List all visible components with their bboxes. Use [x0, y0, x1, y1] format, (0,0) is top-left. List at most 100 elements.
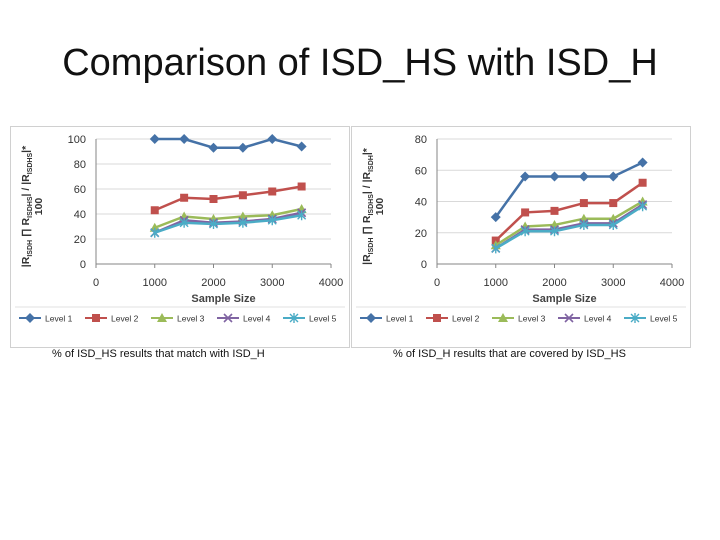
left-data-point — [179, 217, 189, 228]
right-series-1 — [490, 157, 648, 223]
left-data-point — [150, 206, 159, 215]
left-y-axis-label-line2: 100 — [33, 198, 45, 216]
right-xtick-label: 2000 — [542, 277, 566, 289]
left-legend-marker — [223, 313, 233, 323]
right-xtick-label: 4000 — [660, 277, 684, 289]
right-series-line — [494, 181, 644, 242]
left-series-5 — [150, 210, 307, 238]
left-xtick-label: 0 — [93, 277, 99, 289]
chart-coverage-percentage: 0 20 40 60 80 0 1000 2000 3000 4000 Sample Size |RI… — [351, 126, 691, 348]
chart-match-percentage: 0 20 40 60 80 100 0 1000 2000 3000 4000 Sample Size… — [10, 126, 350, 348]
left-ytick-label: 0 — [80, 259, 86, 271]
left-legend-label: Level 1 — [45, 314, 73, 324]
right-data-point — [637, 157, 648, 168]
left-data-point — [297, 210, 307, 221]
left-data-point — [149, 134, 160, 144]
left-data-point — [150, 227, 160, 238]
right-legend-marker — [564, 313, 574, 323]
right-xtick-label: 0 — [434, 277, 440, 289]
left-y-label-part: |* — [20, 145, 32, 153]
left-ytick-label: 80 — [74, 159, 86, 171]
left-data-point — [238, 191, 247, 200]
right-series-line — [494, 161, 644, 218]
left-legend-marker — [92, 314, 100, 322]
left-x-axis-label: Sample Size — [191, 293, 255, 305]
right-xtick-label: 1000 — [484, 277, 508, 289]
caption-right: % of ISD_H results that are covered by I… — [393, 348, 626, 360]
left-series-line — [154, 137, 302, 149]
left-y-axis-label-line1: |RISDH ∏ RISDHS| / |RISDHS|* — [20, 145, 34, 267]
left-y-label-part: ISDHS — [27, 153, 34, 175]
right-data-point — [609, 199, 618, 208]
right-y-axis-label: |RISDH ∏ RISDHS| / |RISDH|*100 — [361, 147, 386, 265]
right-ytick-label: 0 — [421, 259, 427, 271]
left-ytick-label: 100 — [68, 134, 86, 146]
right-series-5 — [491, 201, 648, 254]
right-legend: Level 1 Level 2 Level 3 Level 4 Level 5 — [360, 313, 678, 324]
left-y-label-part: ISDHS — [27, 196, 34, 218]
right-data-point — [521, 208, 530, 217]
left-data-point — [267, 134, 278, 144]
left-series-line — [154, 214, 302, 234]
left-data-point — [209, 219, 218, 229]
left-y-label-part: | / |R — [20, 174, 32, 197]
left-legend-label: Level 4 — [243, 314, 271, 324]
right-data-point — [491, 243, 501, 254]
left-series-2 — [150, 182, 306, 215]
right-legend-marker — [433, 314, 441, 322]
left-ytick-label: 60 — [74, 184, 86, 196]
left-xtick-label: 2000 — [201, 277, 225, 289]
left-series-line — [154, 185, 302, 212]
right-y-label-part: |* — [361, 147, 373, 155]
right-xtick-label: 3000 — [601, 277, 625, 289]
right-ytick-label: 20 — [415, 228, 427, 240]
right-data-point — [549, 171, 560, 182]
left-ytick-label: 20 — [74, 234, 86, 246]
right-data-point — [638, 178, 647, 187]
left-xtick-label: 1000 — [143, 277, 167, 289]
right-ytick-label: 60 — [415, 165, 427, 177]
right-legend-label: Level 3 — [518, 314, 546, 324]
left-ytick-label: 40 — [74, 209, 86, 221]
right-data-point — [579, 219, 589, 230]
left-xtick-label: 3000 — [260, 277, 284, 289]
right-data-point — [638, 201, 648, 212]
left-data-point — [297, 182, 306, 191]
right-y-label-part: ISDHS — [368, 194, 375, 216]
left-legend-label: Level 5 — [309, 314, 337, 324]
left-legend-label: Level 2 — [111, 314, 139, 324]
right-data-point — [550, 226, 559, 237]
right-data-point — [520, 226, 530, 237]
right-legend-marker — [498, 313, 508, 322]
right-y-label-part: ISDH — [368, 155, 375, 172]
right-y-label-part: ∏ R — [361, 215, 373, 237]
caption-left: % of ISD_HS results that match with ISD_… — [52, 348, 265, 360]
right-data-point — [579, 199, 588, 208]
left-data-point — [237, 142, 248, 153]
right-legend-label: Level 4 — [584, 314, 612, 324]
slide-title: Comparison of ISD_HS with ISD_H — [62, 42, 658, 84]
right-y-label-part: | / |R — [361, 171, 373, 194]
right-y-axis-label-line2: 100 — [374, 198, 386, 216]
left-data-point — [238, 217, 248, 228]
right-data-point — [578, 171, 589, 182]
right-ytick-label: 40 — [415, 197, 427, 209]
right-legend-label: Level 1 — [386, 314, 414, 324]
left-xtick-label: 4000 — [319, 277, 343, 289]
left-series-line — [154, 207, 302, 229]
right-x-axis-label: Sample Size — [532, 293, 596, 305]
right-legend-marker — [366, 313, 376, 323]
left-y-label-part: ISDH — [27, 240, 34, 257]
left-y-label-part: |R — [20, 256, 32, 267]
left-y-axis-label: |RISDH ∏ RISDHS| / |RISDHS|*100 — [20, 145, 45, 267]
right-series-line — [495, 200, 644, 247]
right-series-line — [495, 203, 644, 250]
left-legend-marker — [157, 313, 167, 322]
right-data-point — [550, 206, 559, 215]
right-series-line — [495, 205, 644, 250]
left-data-point — [267, 215, 277, 226]
left-data-point — [209, 195, 218, 203]
right-legend-label: Level 5 — [650, 314, 678, 324]
left-data-point — [268, 187, 277, 196]
